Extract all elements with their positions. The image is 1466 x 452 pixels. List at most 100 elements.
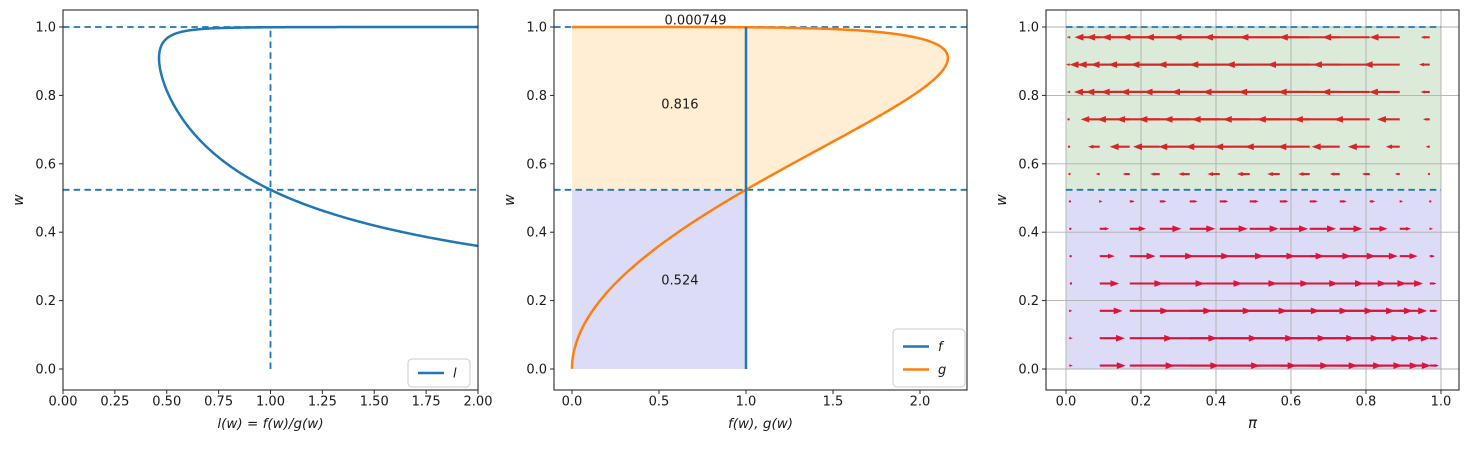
y-axis: 0.0 0.2 0.4 0.6 0.8 1.0 (526, 21, 554, 378)
x-tick-label: 1.75 (412, 395, 441, 410)
quiver-head (1157, 61, 1167, 68)
x-tick-label: 0.5 (649, 395, 670, 410)
quiver-head (1080, 116, 1090, 123)
quiver-head (1277, 88, 1287, 96)
quiver-head (1066, 90, 1071, 94)
y-tick-label: 0.2 (35, 294, 56, 309)
quiver-dot (1069, 254, 1072, 258)
quiver-head (1321, 88, 1331, 96)
quiver-head (1121, 33, 1131, 41)
x-tick-label: 1.50 (360, 395, 389, 410)
x-tick-label: 1.25 (308, 395, 337, 410)
quiver-head (1361, 172, 1366, 176)
y-tick-label: 1.0 (1018, 21, 1039, 36)
quiver-head (1343, 200, 1347, 203)
x-axis: 0.0 0.2 0.4 0.6 0.8 1.0 (1056, 390, 1451, 410)
quiver-head (1376, 115, 1386, 123)
quiver-head (1431, 254, 1436, 258)
quiver-head (1214, 143, 1224, 151)
quiver-head (1146, 252, 1156, 260)
legend-box (892, 328, 966, 388)
y-tick-label: 0.0 (526, 363, 547, 378)
quiver-head (1266, 61, 1276, 68)
y-tick-label: 0.2 (1018, 294, 1039, 309)
quiver-head (1414, 280, 1424, 287)
quiver-head (1115, 334, 1125, 342)
quiver-head (1138, 226, 1147, 232)
y-tick-label: 0.8 (526, 89, 547, 104)
y-tick-label: 0.6 (35, 157, 56, 172)
quiver-head (1194, 200, 1198, 203)
quiver-head (1171, 88, 1180, 96)
y-axis-label-2: w (502, 194, 518, 206)
legend: l (407, 358, 471, 388)
quiver-head (1368, 88, 1378, 96)
quiver-head (1347, 143, 1357, 151)
quiver-head (1421, 362, 1431, 369)
quiver-head (1086, 33, 1096, 41)
legend: fg (892, 328, 966, 388)
quiver-head (1172, 225, 1182, 233)
quiver-head (1116, 362, 1126, 369)
quiver-head (1269, 225, 1279, 233)
x-tick-label: 0.75 (204, 395, 233, 410)
quiver-head (1113, 307, 1123, 315)
x-tick-label: 2.0 (910, 395, 931, 410)
quiver-head (1379, 225, 1388, 232)
annotation-0.000749: 0.000749 (665, 14, 727, 29)
quiver-head (1066, 63, 1070, 66)
y-axis: 0.0 0.2 0.4 0.6 0.8 1.0 (35, 21, 63, 378)
axes-frame (1045, 9, 1460, 391)
quiver-head (1069, 364, 1073, 367)
quiver-head (1143, 88, 1153, 96)
plot-likelihood-ratio: 0.00 0.25 0.50 0.75 1.00 1.25 1.50 1.75 2.000.00… (11, 9, 492, 432)
l-curve (157, 25, 478, 248)
quiver-head (1369, 33, 1379, 41)
quiver-head (1429, 227, 1434, 231)
quiver-head (1433, 282, 1437, 285)
x-axis-label-2: f(w), g(w) (728, 416, 793, 432)
quiver-head (1131, 200, 1135, 203)
quiver-head (1163, 200, 1167, 203)
legend-label-g: g (938, 363, 946, 378)
quiver-head (1420, 35, 1425, 39)
quiver-head (1418, 307, 1428, 315)
quiver-head (1095, 172, 1100, 176)
quiver-dot (1069, 227, 1072, 230)
quiver-head (1299, 225, 1309, 233)
x-tick-label: 0.50 (152, 395, 181, 410)
quiver-head (1254, 199, 1259, 203)
quiver-head (1434, 336, 1439, 340)
annotation-0.816: 0.816 (661, 97, 698, 112)
x-axis-label-3: π (1248, 414, 1258, 432)
quiver-dot (1068, 172, 1071, 176)
quiver-head (1385, 144, 1393, 150)
x-tick-label: 1.00 (256, 395, 285, 410)
quiver-dot (1067, 118, 1070, 121)
quiver-head (1333, 115, 1343, 123)
quiver-head (1108, 253, 1115, 259)
quiver-head (1163, 115, 1173, 123)
quiver-head (1104, 227, 1110, 231)
quiver-head (1244, 143, 1254, 151)
quiver-head (1066, 35, 1071, 39)
quiver-head (1073, 88, 1083, 96)
y-tick-label: 0.8 (35, 89, 56, 104)
x-tick-label: 0.2 (1131, 395, 1152, 410)
quiver-head (1322, 33, 1332, 41)
quiver-head (1069, 61, 1079, 68)
quiver-head (1110, 280, 1120, 287)
quiver-head (1100, 88, 1110, 96)
quiver-head (1077, 61, 1087, 68)
quiver-head (1419, 62, 1424, 67)
quiver-head (1399, 200, 1404, 203)
x-tick-label: 0.00 (49, 395, 78, 410)
quiver-head (1277, 143, 1287, 151)
quiver-head (1178, 172, 1184, 176)
quiver-head (1185, 252, 1195, 260)
fill-upper-g-mass (572, 27, 948, 190)
quiver-head (1388, 252, 1398, 260)
fill-lower-region (1066, 189, 1441, 369)
x-tick-label: 0.4 (1206, 395, 1227, 410)
